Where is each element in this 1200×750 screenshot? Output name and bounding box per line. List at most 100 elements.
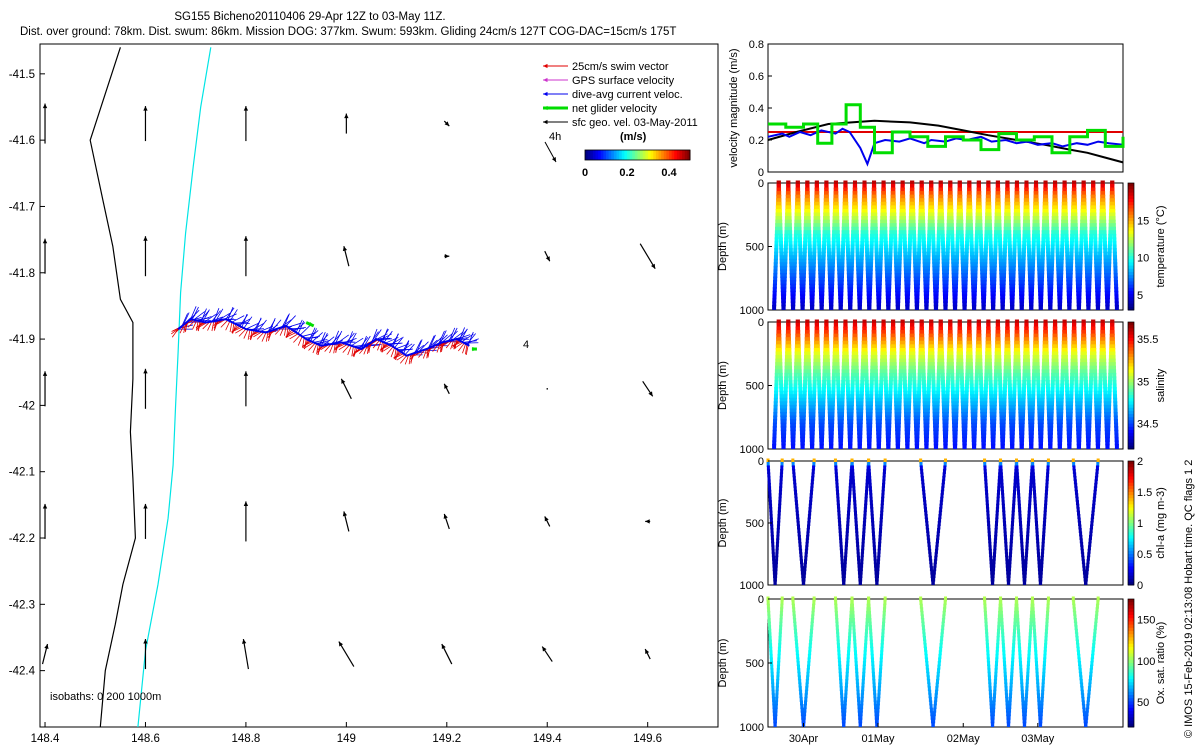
salinity-sample <box>990 419 995 425</box>
salinity-sample <box>853 326 858 332</box>
salinity-sample <box>935 404 940 410</box>
temperature-sample <box>1027 269 1032 275</box>
dac-vector <box>271 319 282 331</box>
temperature-sample <box>1092 205 1097 211</box>
temperature-sample <box>782 283 787 289</box>
salinity-sample <box>929 323 934 329</box>
temperature-sample <box>954 280 959 286</box>
salinity-sample <box>779 387 784 393</box>
swim-vector <box>293 334 301 343</box>
swim-vector <box>400 355 407 364</box>
temperature-sample <box>783 244 788 250</box>
salinity-sample <box>996 340 1001 346</box>
salinity-sample <box>930 358 935 364</box>
salinity-sample <box>778 369 783 375</box>
temperature-sample <box>955 244 960 250</box>
colorbar-frame <box>584 149 691 161</box>
temperature-sample <box>1048 297 1053 303</box>
temperature-sample <box>1089 212 1094 218</box>
salinity-sample <box>772 429 777 435</box>
temperature-sample <box>999 280 1004 286</box>
temperature-sample <box>910 180 915 186</box>
temperature-sample <box>934 294 939 300</box>
salinity-sample <box>855 383 860 389</box>
salinity-sample <box>811 408 816 414</box>
temperature-sample <box>1099 212 1104 218</box>
salinity-sample <box>829 436 834 442</box>
temperature-sample <box>854 219 859 225</box>
salinity-sample <box>787 340 792 346</box>
temperature-sample <box>923 269 928 275</box>
salinity-sample <box>772 436 777 442</box>
temperature-sample <box>854 226 859 232</box>
salinity-sample <box>945 404 950 410</box>
salinity-sample <box>1015 344 1020 350</box>
salinity-sample <box>940 369 945 375</box>
temperature-sample <box>859 272 864 278</box>
temperature-sample <box>778 230 783 236</box>
temperature-sample <box>1026 230 1031 236</box>
salinity-sample <box>836 387 841 393</box>
temperature-sample <box>824 187 829 193</box>
temperature-sample <box>972 283 977 289</box>
temperature-sample <box>810 290 815 296</box>
temperature-sample <box>1016 233 1021 239</box>
salinity-sample <box>923 415 928 421</box>
salinity-sample <box>840 390 845 396</box>
salinity-sample <box>956 362 961 368</box>
temperature-sample <box>839 287 844 293</box>
salinity-sample <box>1015 337 1020 343</box>
temperature-sample <box>835 233 840 239</box>
salinity-sample <box>927 369 932 375</box>
temperature-sample <box>1010 297 1015 303</box>
temperature-sample <box>967 198 972 204</box>
temperature-sample <box>843 184 848 190</box>
temperature-sample <box>863 208 868 214</box>
salinity-sample <box>802 408 807 414</box>
salinity-sample <box>1006 351 1011 357</box>
temperature-sample <box>892 219 897 225</box>
salinity-sample <box>968 358 973 364</box>
salinity-sample <box>793 394 798 400</box>
temperature-sample <box>1101 212 1106 218</box>
temperature-sample <box>1060 226 1065 232</box>
temperature-sample <box>931 230 936 236</box>
salinity-sample <box>970 411 975 417</box>
salinity-sample <box>777 351 782 357</box>
salinity-sample <box>1003 372 1008 378</box>
salinity-sample <box>870 347 875 353</box>
geo-velocity-arrow-head <box>42 371 48 376</box>
salinity-sample <box>937 355 942 361</box>
map-ytick-label: -42 <box>18 400 35 412</box>
temperature-sample <box>788 237 793 243</box>
temperature-sample <box>804 212 809 218</box>
temperature-sample <box>906 265 911 271</box>
temperature-sample <box>1006 219 1011 225</box>
salinity-sample <box>932 401 937 407</box>
temperature-sample <box>863 198 868 204</box>
salinity-sample <box>939 330 944 336</box>
temperature-sample <box>941 262 946 268</box>
salinity-sample <box>1006 355 1011 361</box>
temperature-sample <box>936 233 941 239</box>
dac-vector <box>200 308 207 322</box>
temperature-sample <box>945 244 950 250</box>
temperature-sample <box>943 294 948 300</box>
salinity-sample <box>859 394 864 400</box>
temperature-sample <box>998 240 1003 246</box>
salinity-sample <box>962 443 967 449</box>
temperature-sample <box>782 280 787 286</box>
temperature-sample <box>1044 212 1049 218</box>
temperature-colorbar-cell <box>1128 252 1134 257</box>
temperature-sample <box>1087 287 1092 293</box>
temperature-sample <box>1045 223 1050 229</box>
salinity-sample <box>822 372 827 378</box>
temperature-sample <box>1012 251 1017 257</box>
salinity-sample <box>825 355 830 361</box>
salinity-sample <box>939 333 944 339</box>
salinity-sample <box>776 319 781 325</box>
temperature-sample <box>916 276 921 282</box>
salinity-sample <box>963 411 968 417</box>
temperature-sample <box>885 272 890 278</box>
salinity-sample <box>834 326 839 332</box>
